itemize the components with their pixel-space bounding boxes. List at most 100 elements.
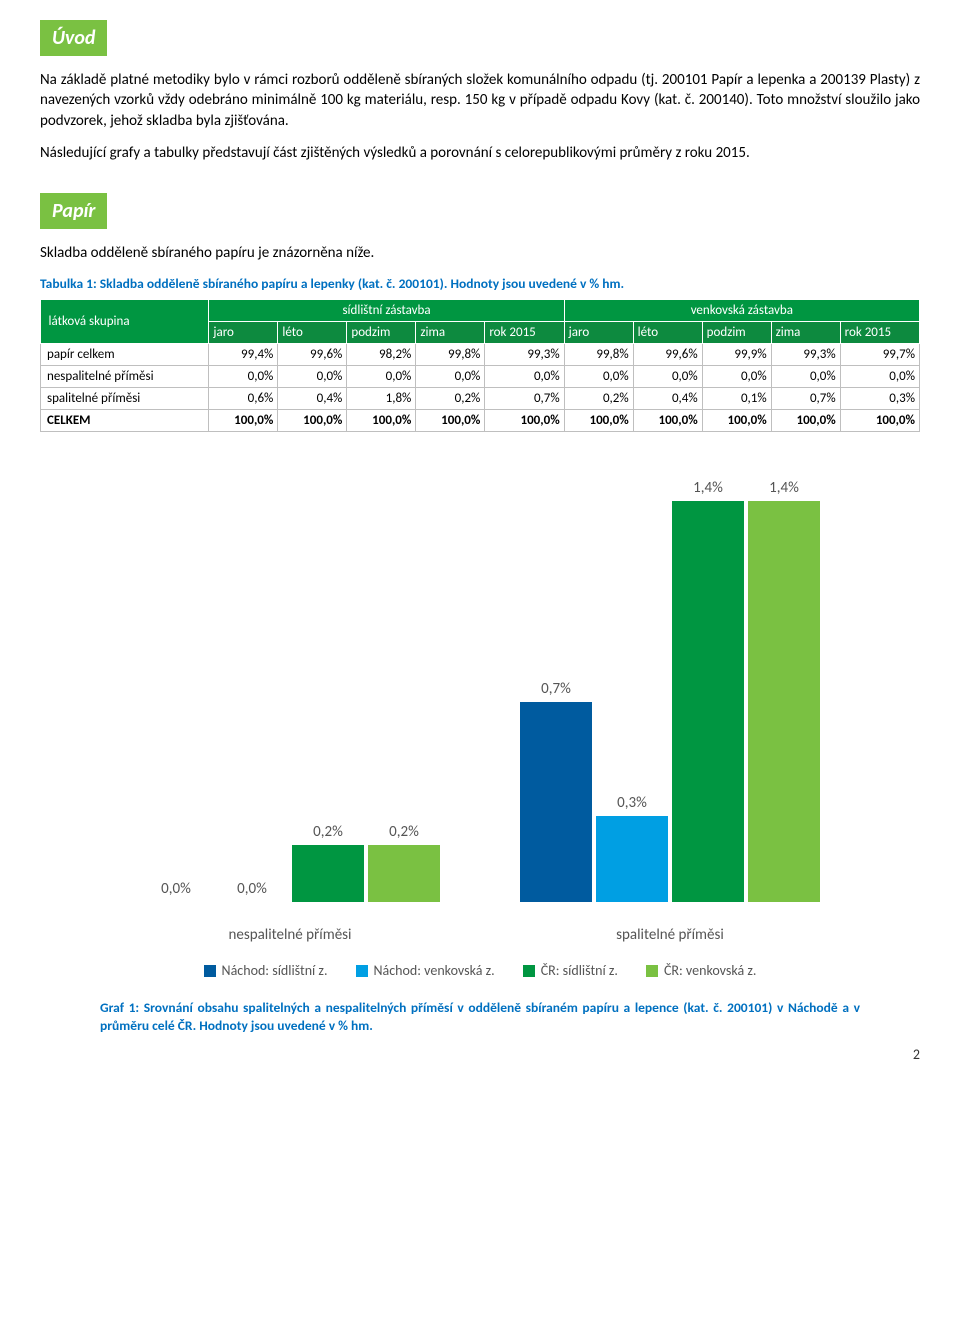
th-group-a: sídlištní zástavba: [209, 300, 564, 322]
bar-value-label: 0,0%: [237, 880, 267, 898]
cell-value: 99,3%: [485, 344, 564, 366]
bar-column: 1,4%: [672, 472, 744, 902]
table-row: CELKEM100,0%100,0%100,0%100,0%100,0%100,…: [41, 410, 920, 432]
cell-value: 0,7%: [485, 388, 564, 410]
table-row: spalitelné příměsi0,6%0,4%1,8%0,2%0,7%0,…: [41, 388, 920, 410]
cell-value: 100,0%: [485, 410, 564, 432]
legend-item: Náchod: sídlištní z.: [204, 962, 328, 979]
th-group-b: venkovská zástavba: [564, 300, 919, 322]
chart1-caption: Graf 1: Srovnání obsahu spalitelných a n…: [100, 999, 860, 1034]
bar-column: 0,0%: [140, 472, 212, 902]
bar-value-label: 0,7%: [541, 680, 571, 698]
cell-value: 0,0%: [564, 366, 633, 388]
table1-caption: Tabulka 1: Skladba odděleně sbíraného pa…: [40, 275, 920, 292]
bar: [292, 845, 364, 902]
cell-value: 100,0%: [278, 410, 347, 432]
cell-value: 99,4%: [209, 344, 278, 366]
cell-value: 100,0%: [209, 410, 278, 432]
table-row: nespalitelné příměsi0,0%0,0%0,0%0,0%0,0%…: [41, 366, 920, 388]
th-subcol: podzim: [347, 322, 416, 344]
cell-value: 0,6%: [209, 388, 278, 410]
cell-value: 0,2%: [564, 388, 633, 410]
legend-label: ČR: venkovská z.: [664, 962, 757, 979]
legend-swatch: [523, 965, 535, 977]
cell-value: 99,6%: [278, 344, 347, 366]
cell-value: 0,0%: [347, 366, 416, 388]
legend-swatch: [646, 965, 658, 977]
cell-value: 99,8%: [564, 344, 633, 366]
legend-swatch: [204, 965, 216, 977]
bar-value-label: 1,4%: [769, 479, 799, 497]
legend-label: ČR: sídlištní z.: [541, 962, 618, 979]
bar-value-label: 1,4%: [693, 479, 723, 497]
cell-value: 0,4%: [278, 388, 347, 410]
bar: [672, 501, 744, 902]
bar-column: 0,0%: [216, 472, 288, 902]
cell-value: 100,0%: [564, 410, 633, 432]
cell-value: 0,0%: [840, 366, 919, 388]
bar-value-label: 0,0%: [161, 880, 191, 898]
th-rowhead: látková skupina: [41, 300, 209, 344]
cell-value: 100,0%: [416, 410, 485, 432]
category-label: spalitelné příměsi: [480, 926, 860, 944]
cell-value: 100,0%: [347, 410, 416, 432]
category-label: nespalitelné příměsi: [100, 926, 480, 944]
row-label: spalitelné příměsi: [41, 388, 209, 410]
chart-group: 0,0% 0,0% 0,2% 0,2%: [100, 472, 480, 902]
section-header-papir: Papír: [40, 193, 107, 229]
cell-value: 0,0%: [416, 366, 485, 388]
row-label: papír celkem: [41, 344, 209, 366]
cell-value: 0,0%: [209, 366, 278, 388]
cell-value: 0,0%: [278, 366, 347, 388]
cell-value: 0,7%: [771, 388, 840, 410]
uvod-paragraph-2: Následující grafy a tabulky představují …: [40, 143, 920, 163]
legend-item: ČR: venkovská z.: [646, 962, 757, 979]
cell-value: 99,7%: [840, 344, 919, 366]
legend-item: ČR: sídlištní z.: [523, 962, 618, 979]
uvod-paragraph-1: Na základě platné metodiky bylo v rámci …: [40, 70, 920, 131]
legend-label: Náchod: venkovská z.: [374, 962, 495, 979]
cell-value: 99,8%: [416, 344, 485, 366]
legend-label: Náchod: sídlištní z.: [222, 962, 328, 979]
th-subcol: podzim: [702, 322, 771, 344]
cell-value: 98,2%: [347, 344, 416, 366]
cell-value: 0,0%: [702, 366, 771, 388]
bar-value-label: 0,2%: [389, 823, 419, 841]
cell-value: 0,2%: [416, 388, 485, 410]
cell-value: 99,3%: [771, 344, 840, 366]
bar: [748, 501, 820, 902]
cell-value: 100,0%: [840, 410, 919, 432]
cell-value: 0,1%: [702, 388, 771, 410]
bar: [368, 845, 440, 902]
th-subcol: rok 2015: [485, 322, 564, 344]
th-subcol: zima: [416, 322, 485, 344]
th-subcol: jaro: [564, 322, 633, 344]
bar-column: 1,4%: [748, 472, 820, 902]
bar-column: 0,2%: [292, 472, 364, 902]
cell-value: 100,0%: [702, 410, 771, 432]
chart-primesi: 0,0% 0,0% 0,2% 0,2% 0,7% 0,3% 1,4% 1,4% nespali…: [100, 472, 860, 1034]
section-header-uvod: Úvod: [40, 20, 107, 56]
chart-group: 0,7% 0,3% 1,4% 1,4%: [480, 472, 860, 902]
cell-value: 99,6%: [633, 344, 702, 366]
cell-value: 1,8%: [347, 388, 416, 410]
cell-value: 99,9%: [702, 344, 771, 366]
legend-item: Náchod: venkovská z.: [356, 962, 495, 979]
bar-column: 0,2%: [368, 472, 440, 902]
th-subcol: zima: [771, 322, 840, 344]
row-label: CELKEM: [41, 410, 209, 432]
table-papir: látková skupina sídlištní zástavba venko…: [40, 300, 920, 432]
bar: [520, 702, 592, 903]
th-subcol: léto: [633, 322, 702, 344]
cell-value: 0,0%: [771, 366, 840, 388]
bar-value-label: 0,3%: [617, 794, 647, 812]
cell-value: 100,0%: [771, 410, 840, 432]
th-subcol: léto: [278, 322, 347, 344]
cell-value: 0,0%: [485, 366, 564, 388]
row-label: nespalitelné příměsi: [41, 366, 209, 388]
bar-value-label: 0,2%: [313, 823, 343, 841]
th-subcol: jaro: [209, 322, 278, 344]
bar: [596, 816, 668, 902]
cell-value: 100,0%: [633, 410, 702, 432]
cell-value: 0,3%: [840, 388, 919, 410]
